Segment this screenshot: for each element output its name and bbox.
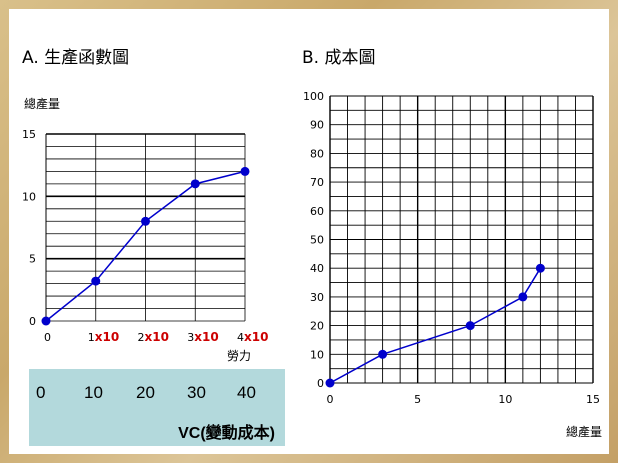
y-tick-label: 10	[310, 348, 324, 361]
y-tick-label: 20	[310, 320, 324, 333]
data-point	[535, 263, 545, 273]
vc-value: 30	[187, 383, 206, 402]
y-tick-label: 100	[303, 90, 324, 103]
data-point	[465, 321, 475, 331]
y-tick-label: 60	[310, 205, 324, 218]
y-tick-label: 50	[310, 234, 324, 247]
data-point	[378, 349, 388, 359]
data-point	[141, 216, 150, 226]
x-tick-label: 4x10	[237, 330, 268, 344]
y-tick-label: 15	[22, 128, 36, 141]
chart-a-xlabel: 勞力	[227, 349, 252, 363]
data-point	[518, 292, 528, 302]
vc-value: 40	[237, 383, 256, 402]
vc-value: 20	[136, 383, 155, 402]
x-tick-label: 0	[327, 393, 334, 406]
x-tick-label: 10	[498, 393, 512, 406]
x-tick-label: 3x10	[187, 330, 218, 344]
vc-box: 0 10 20 30 40 VC(變動成本)	[29, 369, 285, 446]
y-tick-label: 10	[22, 190, 36, 203]
chart-a-ylabel: 總產量	[24, 97, 61, 111]
x-tick-label: 1x10	[88, 330, 119, 344]
y-tick-label: 30	[310, 291, 324, 304]
slide: A. 生產函數圖 總產量 勞力 0 5 10 15 0 1x10 2x10 3x10 4x10 …	[9, 9, 609, 454]
chart-a-title: A. 生產函數圖	[22, 48, 130, 68]
data-point	[325, 378, 335, 388]
x-tick-label: 0	[44, 331, 51, 344]
data-point	[190, 179, 200, 189]
production-function-chart: 0 5 10 15 0 1x10 2x10 3x10 4x10	[22, 128, 268, 344]
chart-b-title: B. 成本圖	[302, 48, 376, 68]
y-tick-label: 0	[317, 377, 324, 390]
x-tick-label: 15	[586, 393, 600, 406]
x-tick-label: 2x10	[138, 330, 169, 344]
vc-label: VC(變動成本)	[178, 425, 275, 442]
y-tick-label: 0	[29, 315, 36, 328]
y-tick-label: 70	[310, 176, 324, 189]
chart-b-xlabel: 總產量	[566, 425, 603, 439]
x-tick-label: 5	[414, 393, 421, 406]
y-tick-label: 5	[29, 253, 36, 266]
data-point	[240, 166, 250, 176]
data-point	[41, 316, 51, 326]
y-tick-label: 90	[310, 119, 324, 132]
y-tick-label: 80	[310, 147, 324, 160]
data-point	[91, 276, 101, 286]
y-tick-label: 40	[310, 262, 324, 275]
vc-value: 10	[84, 383, 103, 402]
vc-value: 0	[36, 383, 46, 402]
cost-chart: 0 10 20 30 40 50 60 70 80 90 100 0 5 10 15	[303, 90, 600, 406]
